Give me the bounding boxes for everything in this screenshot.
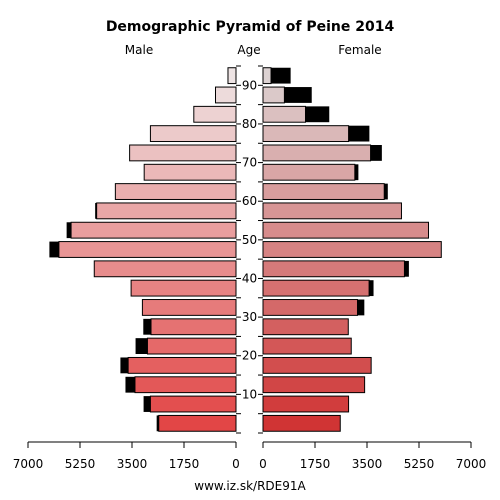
male-bar-60-64 [114, 183, 237, 200]
female-bar-70-74 [262, 144, 372, 162]
female-bar-20-24 [262, 337, 352, 355]
bars-group [49, 67, 442, 432]
female-x-tick-label-0: 0 [259, 457, 267, 471]
male-x-tick-label-1750: 1750 [169, 457, 200, 471]
male-bar-25-29 [150, 318, 237, 336]
age-label-90: 90 [242, 78, 257, 92]
female-bar-55-59 [262, 202, 402, 220]
female-x-tick-label-3500: 3500 [352, 457, 383, 471]
female-bar-90+ [262, 67, 272, 85]
female-surplus-bar-90+ [271, 67, 291, 84]
male-bar-45-49 [58, 241, 237, 258]
male-bar-65-69 [143, 163, 237, 181]
age-label-10: 10 [242, 387, 257, 401]
male-bar-20-24 [146, 337, 237, 355]
female-bar-75-79 [262, 125, 350, 143]
age-label-40: 40 [242, 271, 257, 285]
male-surplus-bar-50-54 [66, 222, 72, 239]
male-bar-50-54 [70, 221, 237, 239]
male-surplus-bar-5-9 [143, 396, 151, 412]
female-bar-60-64 [262, 183, 385, 200]
male-surplus-bar-10-14 [125, 376, 135, 393]
footer-source: www.iz.sk/RDE91A [194, 479, 306, 493]
age-label-30: 30 [242, 310, 257, 324]
age-label-20: 20 [242, 349, 257, 363]
female-surplus-bar-35-39 [369, 280, 374, 297]
female-bar-65-69 [262, 163, 356, 181]
female-surplus-bar-30-34 [357, 299, 365, 316]
female-bar-80-84 [262, 105, 306, 123]
male-bar-80-84 [193, 105, 237, 123]
female-x-tick-label-5250: 5250 [404, 457, 435, 471]
male-label: Male [125, 43, 153, 57]
female-bar-30-34 [262, 299, 358, 316]
age-label-60: 60 [242, 194, 257, 208]
male-x-tick-label-0: 0 [232, 457, 240, 471]
female-bar-40-44 [262, 260, 405, 278]
female-surplus-bar-85-89 [284, 87, 312, 103]
female-bar-35-39 [262, 279, 370, 297]
female-bar-0-4 [262, 414, 341, 432]
female-bar-45-49 [262, 241, 442, 258]
age-label-70: 70 [242, 156, 257, 170]
male-bar-70-74 [129, 144, 237, 162]
age-label-80: 80 [242, 117, 257, 131]
male-surplus-bar-25-29 [143, 318, 152, 335]
male-bar-35-39 [130, 279, 237, 297]
female-surplus-bar-65-69 [354, 164, 359, 181]
female-bar-15-19 [262, 356, 372, 374]
male-bar-85-89 [214, 86, 237, 104]
male-bar-40-44 [93, 260, 237, 278]
age-label: Age [237, 43, 260, 57]
female-bar-85-89 [262, 86, 285, 104]
male-x-tick-label-3500: 3500 [117, 457, 148, 471]
age-label-50: 50 [242, 233, 257, 247]
male-bar-10-14 [134, 376, 237, 394]
male-bar-30-34 [141, 299, 237, 316]
male-bar-15-19 [127, 356, 237, 374]
male-surplus-bar-55-59 [95, 202, 97, 219]
female-surplus-bar-60-64 [384, 183, 388, 200]
male-bar-55-59 [96, 202, 237, 220]
female-surplus-bar-75-79 [348, 125, 370, 142]
female-bar-5-9 [262, 395, 350, 413]
female-bar-10-14 [262, 376, 366, 394]
male-surplus-bar-20-24 [135, 338, 148, 354]
axes-group: 10 20 30 40 50 60 70 80 90 7000 7000 5250 5250 3500 35… [13, 65, 487, 471]
male-surplus-bar-0-4 [156, 415, 159, 432]
male-x-tick-label-7000: 7000 [13, 457, 44, 471]
male-surplus-bar-45-49 [49, 241, 59, 258]
male-bar-0-4 [158, 414, 237, 432]
male-bar-90+ [227, 67, 237, 85]
male-bar-75-79 [149, 125, 237, 143]
male-bar-5-9 [149, 395, 237, 413]
female-surplus-bar-80-84 [305, 106, 330, 123]
female-label: Female [338, 43, 381, 57]
male-x-tick-label-5250: 5250 [65, 457, 96, 471]
female-bar-50-54 [262, 221, 430, 239]
female-surplus-bar-40-44 [404, 260, 409, 277]
female-x-tick-label-1750: 1750 [300, 457, 331, 471]
female-surplus-bar-70-74 [370, 145, 382, 161]
chart-title: Demographic Pyramid of Peine 2014 [106, 19, 395, 35]
female-x-tick-label-7000: 7000 [456, 457, 487, 471]
female-bar-25-29 [262, 318, 349, 336]
male-surplus-bar-15-19 [120, 357, 129, 374]
